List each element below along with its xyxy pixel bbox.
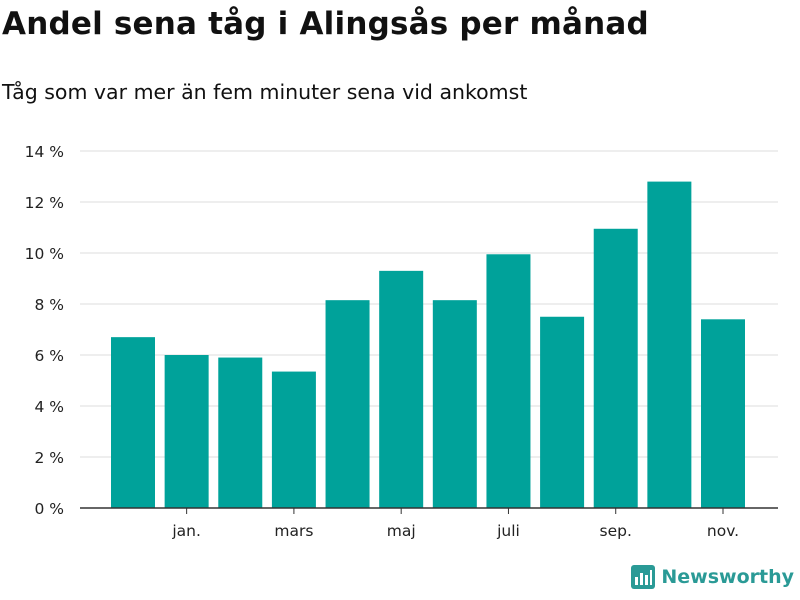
y-axis-tick-labels: 0 % 2 % 4 % 6 % 8 % 10 % 12 % 14 % [25, 143, 64, 518]
bar [111, 337, 155, 508]
bar [164, 355, 209, 508]
y-tick-label: 12 % [25, 194, 64, 212]
x-tick-label: mars [274, 522, 313, 540]
x-tick-label: juli [496, 522, 520, 540]
x-tick-label: sep. [600, 522, 632, 540]
bar [432, 300, 477, 508]
y-tick-label: 4 % [34, 398, 64, 416]
x-tick-label: jan. [171, 522, 201, 540]
y-tick-label: 6 % [34, 347, 64, 365]
bar [486, 254, 531, 508]
newsworthy-logo-icon [631, 565, 656, 589]
newsworthy-logo: Newsworthy [631, 564, 794, 590]
x-tick-label: nov. [707, 522, 739, 540]
bar [701, 319, 745, 508]
newsworthy-logo-text: Newsworthy [661, 566, 794, 588]
bar [379, 270, 424, 508]
bar [647, 181, 692, 508]
y-tick-label: 14 % [25, 143, 64, 161]
y-tick-label: 10 % [25, 245, 64, 263]
chart-subtitle: Tåg som var mer än fem minuter sena vid … [2, 80, 528, 104]
bar [540, 316, 585, 508]
y-tick-label: 2 % [34, 449, 64, 467]
y-tick-label: 8 % [34, 296, 64, 314]
bar [325, 300, 370, 508]
bars [111, 181, 745, 508]
chart-title: Andel sena tåg i Alingsås per månad [2, 6, 649, 42]
y-tick-label: 0 % [34, 500, 64, 518]
bar [593, 228, 638, 508]
bar [271, 371, 316, 508]
x-axis: jan. mars maj juli sep. nov. [80, 507, 778, 540]
x-tick-label: maj [387, 522, 416, 540]
bar [218, 357, 263, 508]
